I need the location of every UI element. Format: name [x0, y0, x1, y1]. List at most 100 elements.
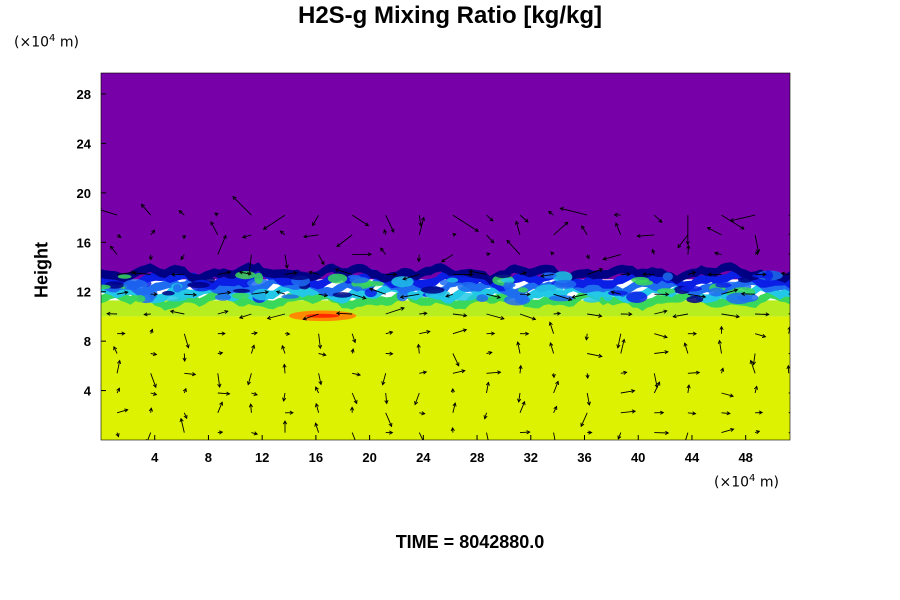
wind-vector-head	[469, 272, 474, 277]
wind-vector	[721, 392, 734, 397]
interface-eddy	[147, 287, 158, 299]
wind-vector-head	[381, 381, 386, 386]
wind-vector-head	[677, 244, 682, 249]
wind-vector-head	[797, 409, 800, 412]
interface-eddy	[391, 276, 414, 288]
wind-vector-head	[761, 333, 767, 338]
wind-vector	[335, 268, 353, 275]
y-tick-label: 28	[77, 87, 91, 102]
wind-vector-head	[491, 331, 496, 336]
interface-eddy	[332, 292, 353, 298]
wind-vector-head	[516, 341, 521, 346]
wind-vector	[183, 412, 188, 419]
wind-vector-head	[556, 439, 557, 440]
wind-vector	[452, 353, 460, 366]
interface-eddy	[503, 280, 514, 292]
wind-vector	[380, 247, 387, 255]
wind-vector	[486, 313, 505, 320]
wind-vector-head	[580, 422, 585, 428]
wind-vector	[718, 340, 722, 354]
wind-vector-head	[106, 311, 111, 316]
wind-vector	[452, 370, 465, 374]
wind-vector	[419, 330, 430, 335]
wind-vector-head	[714, 251, 719, 256]
wind-vector-head	[526, 292, 531, 297]
wind-vector-head	[568, 296, 573, 301]
wind-vector-head	[617, 435, 622, 440]
interface-eddy	[451, 292, 478, 301]
wind-vector	[150, 373, 157, 388]
wind-vector	[603, 254, 621, 260]
wind-vector-head	[551, 373, 556, 379]
wind-vector	[418, 432, 424, 440]
wind-vector-head	[462, 328, 468, 333]
wind-vector-head	[664, 350, 669, 355]
wind-vector	[553, 381, 559, 394]
wind-vector-head	[124, 290, 129, 295]
wind-vector-head	[665, 292, 670, 297]
wind-vector	[620, 390, 635, 394]
wind-vector	[369, 288, 386, 295]
wind-vector-head	[730, 427, 735, 432]
interface-eddy	[446, 277, 459, 283]
wind-vector-head	[656, 381, 661, 386]
wind-vector	[217, 235, 227, 255]
wind-vector	[519, 271, 527, 275]
wind-vector-head	[380, 247, 385, 252]
wind-vector-head	[354, 441, 357, 445]
wind-vector-head	[148, 256, 153, 261]
wind-vector-head	[402, 276, 407, 281]
wind-vector-head	[214, 212, 219, 217]
wind-vector-head	[780, 271, 786, 276]
wind-vector-head	[717, 339, 722, 345]
interface-eddy	[173, 283, 182, 293]
wind-vector	[267, 313, 286, 319]
interface-eddy	[232, 292, 250, 299]
wind-vector	[251, 291, 269, 295]
y-unit-label: (×104 m)	[14, 33, 79, 51]
wind-vector-head	[555, 380, 560, 385]
wind-vector-head	[691, 271, 697, 276]
wind-vector-head	[584, 336, 589, 341]
wind-vector	[147, 432, 152, 440]
wind-vector-head	[317, 344, 323, 350]
wind-vector-head	[353, 399, 358, 405]
wind-vector-head	[151, 229, 156, 234]
interface-eddy	[476, 294, 489, 303]
wind-vector-head	[585, 374, 590, 380]
y-tick-label: 4	[84, 384, 92, 399]
wind-vector	[581, 225, 588, 236]
wind-vector-head	[636, 233, 641, 239]
wind-vector-head	[686, 244, 691, 249]
wind-vector	[217, 310, 228, 315]
wind-vector-head	[238, 314, 244, 319]
wind-vector-head	[253, 431, 259, 436]
wind-vector-head	[631, 409, 637, 414]
wind-vector-head	[124, 408, 129, 413]
interface-eddy	[680, 285, 702, 292]
interface-eddy	[583, 296, 601, 303]
wind-vector	[654, 310, 667, 315]
wind-vector	[721, 214, 745, 230]
wind-vector-head	[792, 391, 795, 394]
wind-vector-head	[455, 362, 460, 367]
wind-vector-head	[616, 344, 621, 349]
interface-eddy	[162, 290, 175, 296]
wind-vector-head	[720, 367, 725, 372]
wind-vector	[217, 271, 231, 275]
interface-eddy	[101, 284, 111, 290]
wind-vector-head	[219, 401, 224, 406]
interface-eddy	[662, 272, 673, 281]
interface-eddy	[420, 286, 445, 294]
wind-vector-head	[179, 417, 184, 423]
wind-vector-head	[132, 270, 137, 276]
wind-vector	[251, 432, 258, 435]
wind-vector-head	[556, 311, 562, 316]
wind-vector-head	[496, 294, 502, 299]
wind-vector	[452, 214, 479, 232]
wind-vector	[184, 293, 197, 296]
wind-vector-head	[191, 372, 197, 377]
x-tick-label: 36	[577, 450, 591, 465]
wind-vector-head	[610, 290, 615, 295]
wind-vector-head	[318, 380, 323, 386]
